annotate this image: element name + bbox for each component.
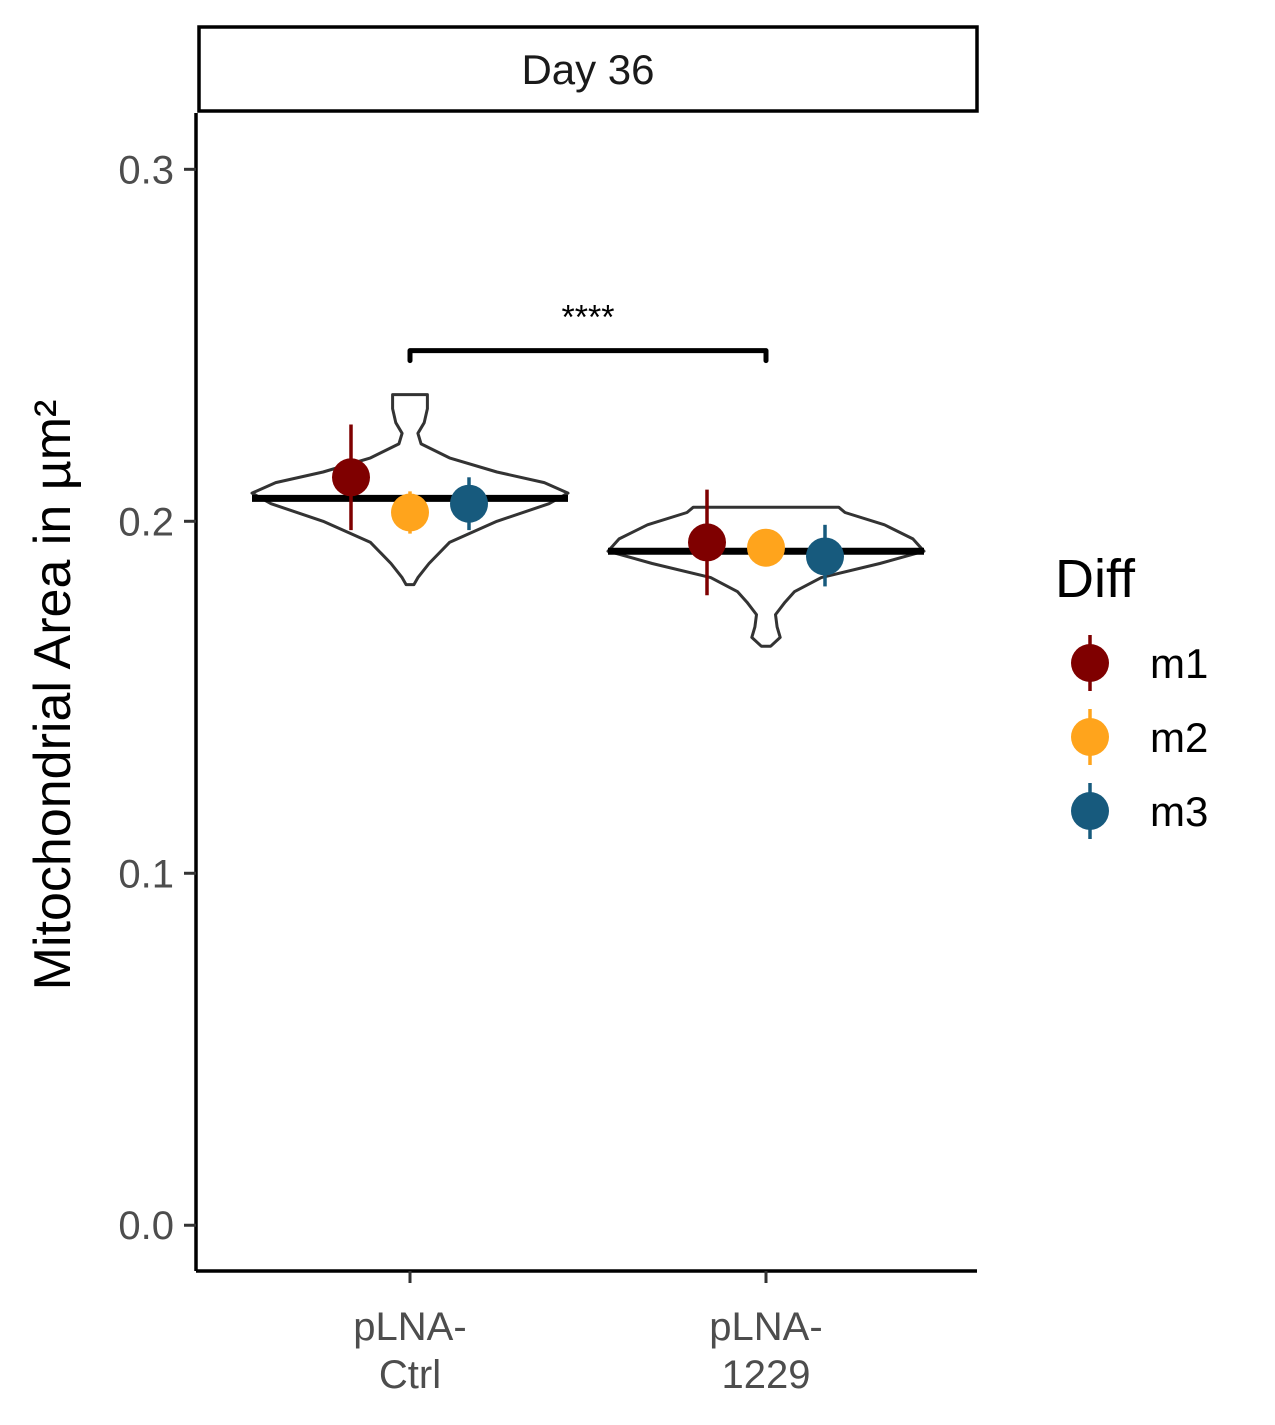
violin-ctrl [250, 393, 570, 587]
x-tick-label: 1229 [722, 1353, 811, 1397]
plot-area: **** [250, 299, 926, 648]
y-tick-label: 0.3 [118, 148, 174, 192]
legend-key-m2 [1071, 709, 1109, 765]
legend-key-point [1071, 718, 1109, 756]
legend-key-m3 [1071, 783, 1109, 839]
facet-strip-box [197, 25, 979, 113]
y-tick-label: 0.2 [118, 500, 174, 544]
legend-label-m3: m3 [1150, 788, 1208, 835]
legend-key-point [1071, 792, 1109, 830]
legend-title: Diff [1055, 549, 1136, 609]
y-axis-title: Mitochondrial Area in µm² [24, 400, 82, 991]
significance-label: **** [562, 299, 615, 337]
violin-1229 [606, 505, 926, 648]
legend-key-point [1071, 644, 1109, 682]
point-m1-1229 [688, 523, 726, 562]
legend-label-m1: m1 [1150, 640, 1208, 687]
legend-label-m2: m2 [1150, 714, 1208, 761]
x-tick-label: Ctrl [379, 1353, 441, 1397]
point-m3-1229 [806, 537, 844, 576]
point-m2-1229 [747, 528, 785, 567]
point-m1-ctrl [332, 458, 370, 497]
x-tick-label: pLNA- [709, 1305, 822, 1349]
legend-key-m1 [1071, 635, 1109, 691]
point-m3-ctrl [450, 484, 488, 523]
facet-strip-label: Day 36 [521, 46, 654, 93]
x-tick-label: pLNA- [353, 1305, 466, 1349]
legend: Diff m1 m2 m3 [1055, 549, 1208, 839]
y-tick-label: 0.1 [118, 852, 174, 896]
facet-strip: Day 36 [197, 25, 979, 113]
point-m2-ctrl [391, 493, 429, 532]
y-tick-label: 0.0 [118, 1204, 174, 1248]
significance-bracket [407, 348, 769, 364]
